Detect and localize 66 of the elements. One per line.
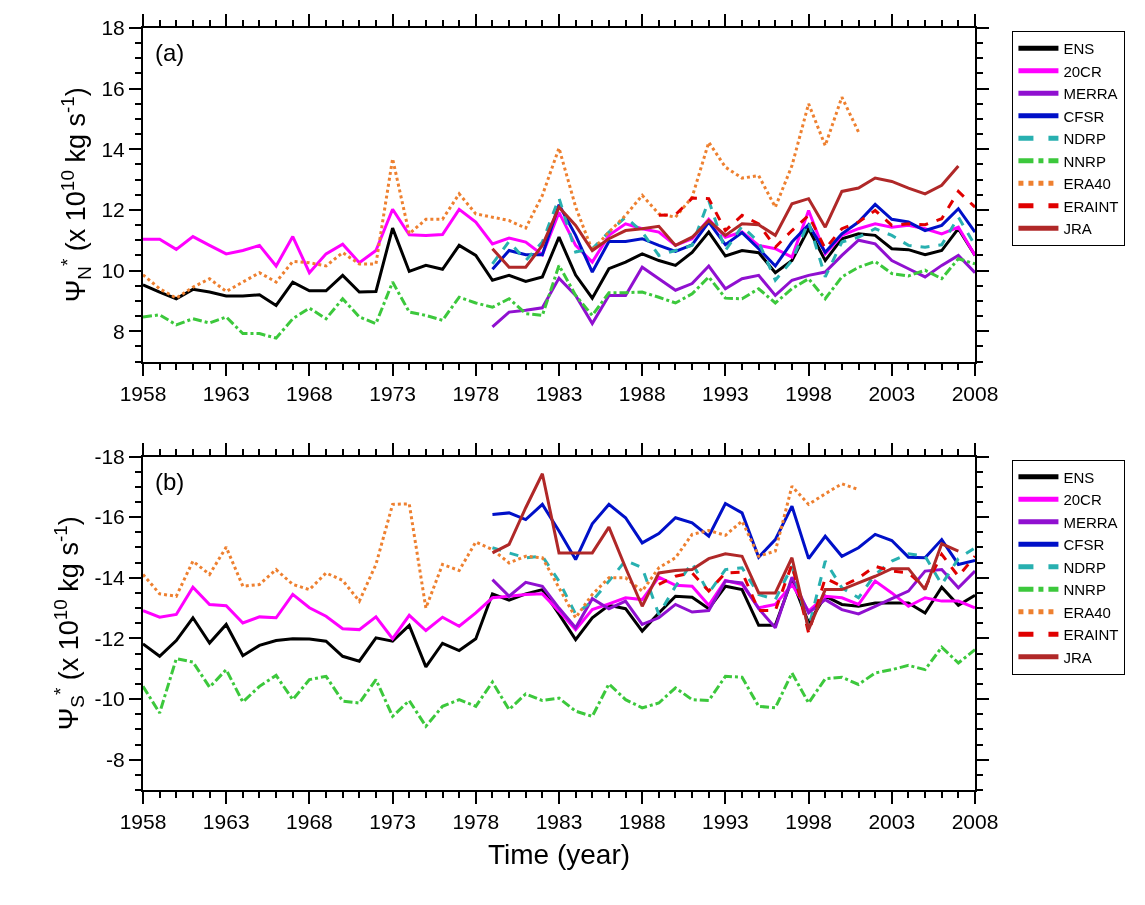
x-tick-label: 1983 <box>535 381 583 405</box>
x-tick-label: 1973 <box>369 381 416 405</box>
y-tick-label: 16 <box>101 76 125 100</box>
line-series <box>143 95 861 300</box>
legend-label: ERA40 <box>1063 603 1111 621</box>
legend-label: JRA <box>1063 220 1092 238</box>
y-tick-label: -14 <box>94 566 126 590</box>
x-tick-label: 1963 <box>202 381 250 405</box>
x-tick-label: 2008 <box>951 810 999 834</box>
legend-label: MERRA <box>1063 85 1118 103</box>
annotation: (a) <box>155 39 185 66</box>
x-tick-label: 1988 <box>618 381 666 405</box>
legend-label: 20CR <box>1063 62 1102 80</box>
y-tick-label: 10 <box>101 258 125 282</box>
y-tick-label: 12 <box>101 198 125 222</box>
x-tick-label: 1958 <box>119 381 167 405</box>
annotation: (b) <box>155 468 185 495</box>
legend-label: JRA <box>1063 648 1092 666</box>
y-tick-label: -10 <box>94 687 125 711</box>
x-tick-label: 1978 <box>452 381 500 405</box>
y-tick-label: -18 <box>94 444 125 468</box>
line-series <box>490 568 975 630</box>
line-series <box>490 238 975 329</box>
legend-label: NNRP <box>1063 581 1106 599</box>
line-series <box>490 196 975 282</box>
y-tick-label: -8 <box>106 748 125 772</box>
line-series <box>657 552 975 635</box>
legend-label: NDRP <box>1063 558 1106 576</box>
x-tick-label: 2003 <box>868 381 916 405</box>
line-series <box>490 501 975 566</box>
x-tick-label: 2008 <box>951 381 999 405</box>
y-tick-label: 18 <box>101 16 125 40</box>
x-tick-label: 1978 <box>452 810 500 834</box>
line-series <box>143 257 975 340</box>
legend-label: NDRP <box>1063 130 1106 148</box>
line-series <box>490 472 960 632</box>
x-tick-label: 1958 <box>119 810 167 834</box>
legend-label: CFSR <box>1063 536 1105 554</box>
x-tick-label: 1963 <box>202 810 250 834</box>
line-series <box>657 189 975 251</box>
x-tick-label: 1968 <box>286 381 333 405</box>
y-tick-label: 14 <box>101 137 126 161</box>
legend-label: ENS <box>1063 40 1095 58</box>
x-tick-label: 1998 <box>785 810 832 834</box>
legend-label: MERRA <box>1063 513 1118 531</box>
line-series <box>490 164 960 269</box>
x-tick-label: 1968 <box>286 810 333 834</box>
y-tick-label: -12 <box>94 626 125 650</box>
x-tick-label: 1973 <box>369 810 416 834</box>
x-tick-label: 1988 <box>618 810 666 834</box>
legend-label: CFSR <box>1063 107 1105 125</box>
y-tick-label: 8 <box>113 319 125 343</box>
legend-label: ENS <box>1063 468 1095 486</box>
x-tick-label: 1983 <box>535 810 583 834</box>
x-tick-label: 2003 <box>868 810 916 834</box>
legend-label: ERAINT <box>1063 626 1119 644</box>
x-tick-label: 1993 <box>702 810 749 834</box>
y-tick-label: -16 <box>94 505 125 529</box>
line-series <box>143 645 975 728</box>
legend-label: 20CR <box>1063 491 1102 509</box>
x-tick-label: 1993 <box>702 381 749 405</box>
legend-label: ERAINT <box>1063 197 1119 215</box>
x-axis-title: Time (year) <box>487 838 631 870</box>
x-tick-label: 1998 <box>785 381 832 405</box>
legend-label: ERA40 <box>1063 175 1111 193</box>
legend-label: NNRP <box>1063 152 1106 170</box>
